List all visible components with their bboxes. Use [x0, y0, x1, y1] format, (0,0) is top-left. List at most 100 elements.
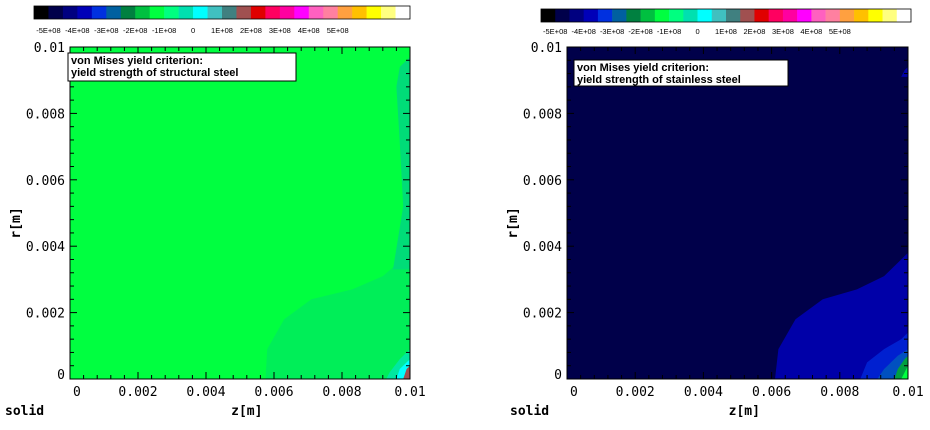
y-tick-label: 0.004 [26, 240, 65, 255]
colorbar-label: 0 [191, 26, 195, 35]
colorbar-label: 2E+08 [240, 26, 262, 35]
colorbar-swatch [768, 9, 784, 22]
colorbar-swatch [825, 9, 841, 22]
contour-layers [775, 66, 908, 379]
colorbar-label: -4E+08 [65, 26, 89, 35]
x-axis-label: z[m] [231, 404, 262, 419]
colorbar-swatch [626, 9, 641, 22]
colorbar-swatch [294, 6, 310, 19]
colorbar-label: -2E+08 [123, 26, 147, 35]
colorbar-label: -4E+08 [571, 27, 595, 36]
contour-layers [265, 57, 410, 379]
x-tick-label: 0 [570, 385, 578, 400]
x-tick-label: 0.008 [322, 385, 361, 400]
y-tick-label: 0.006 [26, 174, 65, 189]
annotation-line: von Mises yield criterion: [71, 55, 203, 67]
y-tick-label: 0.002 [523, 307, 562, 322]
colorbar-swatch [555, 9, 570, 22]
colorbar-label: -3E+08 [600, 27, 624, 36]
y-axis-label: r[m] [506, 207, 521, 238]
colorbar-label: -1E+08 [152, 26, 176, 35]
x-tick-label: 0.01 [394, 385, 425, 400]
colorbar-swatch [106, 6, 122, 19]
plot-panel-1: 0 0.002 0.004 0.006 0.008 0.01 0 0.002 0.004 0.00… [5, 5, 426, 419]
annotation-line: von Mises yield criterion: [577, 62, 709, 74]
colorbar-label: 1E+08 [715, 27, 737, 36]
colorbar-label: 2E+08 [744, 27, 766, 36]
colorbar-swatch [236, 6, 252, 19]
colorbar-frame [33, 5, 411, 20]
contour-region [403, 365, 410, 379]
colorbar-label: 3E+08 [269, 26, 291, 35]
y-tick-label: 0.01 [531, 41, 562, 56]
contour-region [265, 252, 410, 379]
colorbar-swatch [868, 9, 883, 22]
colorbar-swatch [597, 9, 613, 22]
colorbar-swatch [640, 9, 656, 22]
colorbar-swatch [395, 6, 411, 19]
colorbar-swatch [541, 9, 556, 22]
x-tick-label: 0.008 [820, 385, 859, 400]
colorbar-swatch [62, 6, 78, 19]
colorbar-swatch [193, 6, 208, 19]
colorbar-label: 0 [695, 27, 699, 36]
colorbar-swatch [164, 6, 179, 19]
colorbar-swatch [222, 6, 237, 19]
colorbar-label: -3E+08 [94, 26, 118, 35]
colorbar-swatch [896, 9, 912, 22]
colorbar-label: -5E+08 [543, 27, 567, 36]
colorbar-swatch [711, 9, 727, 22]
plot-frame [69, 46, 411, 380]
colorbar-swatch [279, 6, 295, 19]
colorbar-swatch [149, 6, 165, 19]
y-tick-label: 0.002 [26, 307, 65, 322]
colorbar-swatch [323, 6, 338, 19]
colorbar-swatch [754, 9, 769, 22]
colorbar-swatch [669, 9, 684, 22]
y-tick-label: 0.004 [523, 240, 562, 255]
colorbar-frame [540, 8, 912, 23]
colorbar-swatch [265, 6, 281, 19]
y-axis-label: r[m] [9, 207, 24, 238]
colorbar-swatch [839, 9, 855, 22]
colorbar-swatch [882, 9, 898, 22]
colorbar-label: 1E+08 [211, 26, 233, 35]
colorbar-label: 5E+08 [327, 26, 349, 35]
colorbar-swatch [854, 9, 869, 22]
colorbar-swatch [352, 6, 367, 19]
colorbar-label: 4E+08 [800, 27, 822, 36]
colorbar-swatch [337, 6, 353, 19]
x-axis-label: z[m] [729, 404, 760, 419]
colorbar-swatch [654, 9, 670, 22]
contour-region [775, 252, 908, 379]
colorbar-label: 5E+08 [829, 27, 851, 36]
contour-region [901, 66, 908, 77]
y-tick-label: 0 [57, 368, 65, 383]
colorbar-swatch [34, 6, 49, 19]
colorbar-label: -5E+08 [36, 26, 60, 35]
x-tick-label: 0 [73, 385, 81, 400]
x-tick-label: 0.002 [118, 385, 157, 400]
x-tick-label: 0.006 [752, 385, 791, 400]
colorbar-label: -1E+08 [657, 27, 681, 36]
x-tick-label: 0.004 [186, 385, 225, 400]
x-tick-label: 0.01 [892, 385, 923, 400]
y-tick-label: 0.01 [34, 41, 65, 56]
corner-label: solid [510, 404, 549, 419]
colorbar-swatch [797, 9, 812, 22]
y-tick-label: 0 [554, 368, 562, 383]
plot-panel-2: 0 0.002 0.004 0.006 0.008 0.01 0 0.002 0.004 0.00… [506, 8, 924, 419]
colorbar-swatch [782, 9, 798, 22]
x-tick-label: 0.004 [684, 385, 723, 400]
colorbar-swatch [569, 9, 584, 22]
colorbar-swatch [77, 6, 93, 19]
colorbar-swatch [811, 9, 826, 22]
colorbar-swatch [48, 6, 64, 19]
colorbar-swatch [683, 9, 698, 22]
annotation-line: yield strength of stainless steel [577, 74, 741, 86]
y-tick-label: 0.006 [523, 174, 562, 189]
colorbar-swatch [381, 6, 396, 19]
colorbar-swatch [250, 6, 266, 19]
corner-label: solid [5, 404, 44, 419]
colorbar-label: -2E+08 [628, 27, 652, 36]
